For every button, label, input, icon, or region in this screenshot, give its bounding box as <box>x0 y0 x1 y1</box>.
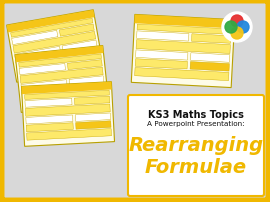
Polygon shape <box>27 129 112 140</box>
Polygon shape <box>15 46 103 63</box>
Polygon shape <box>68 60 102 70</box>
Polygon shape <box>25 91 109 100</box>
Polygon shape <box>63 48 98 60</box>
Polygon shape <box>26 123 73 132</box>
FancyBboxPatch shape <box>128 96 264 196</box>
Polygon shape <box>59 25 94 37</box>
Polygon shape <box>137 32 189 42</box>
Circle shape <box>222 13 252 43</box>
Polygon shape <box>16 55 62 69</box>
Polygon shape <box>26 115 73 124</box>
Polygon shape <box>15 46 109 113</box>
Polygon shape <box>19 64 65 75</box>
Polygon shape <box>75 114 111 122</box>
Polygon shape <box>134 15 235 29</box>
Text: KS3 Maths Topics: KS3 Maths Topics <box>148 109 244 119</box>
Polygon shape <box>12 31 58 45</box>
Polygon shape <box>25 104 110 117</box>
Polygon shape <box>7 11 94 33</box>
Text: Formulae: Formulae <box>145 157 247 176</box>
Polygon shape <box>7 11 103 83</box>
Polygon shape <box>15 47 61 61</box>
Polygon shape <box>76 121 111 129</box>
Polygon shape <box>22 82 112 95</box>
Polygon shape <box>13 32 96 54</box>
Polygon shape <box>17 56 100 77</box>
Polygon shape <box>74 97 110 105</box>
Polygon shape <box>20 68 103 84</box>
Polygon shape <box>191 35 231 44</box>
Polygon shape <box>135 59 187 69</box>
Polygon shape <box>69 76 104 86</box>
Polygon shape <box>23 91 106 107</box>
Circle shape <box>231 28 243 40</box>
Polygon shape <box>136 41 230 54</box>
Polygon shape <box>191 54 230 63</box>
Text: Rearranging: Rearranging <box>129 135 264 154</box>
Polygon shape <box>136 51 188 61</box>
Polygon shape <box>21 80 67 91</box>
Polygon shape <box>190 62 230 72</box>
Polygon shape <box>62 41 97 53</box>
Polygon shape <box>137 25 231 35</box>
Polygon shape <box>22 88 68 99</box>
Text: A Powerpoint Presentation:: A Powerpoint Presentation: <box>147 120 245 126</box>
Circle shape <box>231 16 243 28</box>
Polygon shape <box>70 84 105 94</box>
Polygon shape <box>135 68 229 81</box>
Polygon shape <box>19 55 102 68</box>
Polygon shape <box>22 82 114 147</box>
Polygon shape <box>11 19 93 38</box>
Circle shape <box>225 22 237 34</box>
Polygon shape <box>131 15 235 88</box>
Circle shape <box>237 22 249 34</box>
Polygon shape <box>25 99 72 108</box>
